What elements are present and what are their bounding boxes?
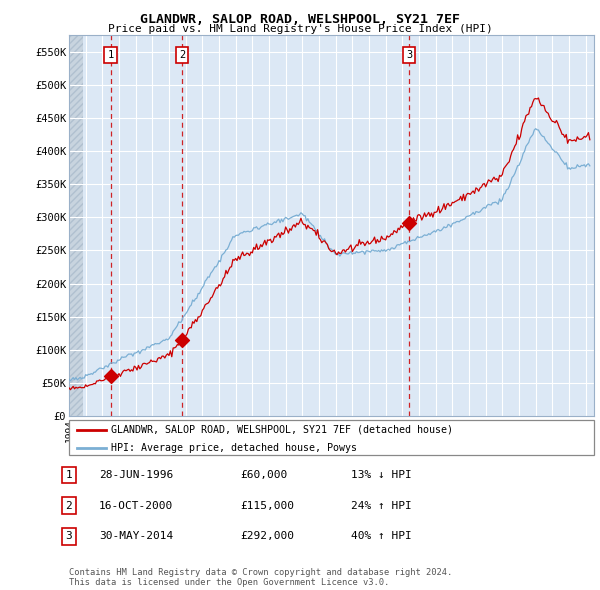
Point (178, 335, 187, 345)
Text: £60,000: £60,000 (240, 470, 287, 480)
Point (404, 218, 414, 227)
Text: 13% ↓ HPI: 13% ↓ HPI (351, 470, 412, 480)
Text: £115,000: £115,000 (240, 501, 294, 510)
Text: 3: 3 (65, 532, 73, 541)
Point (106, 372, 115, 381)
Text: £292,000: £292,000 (240, 532, 294, 541)
FancyBboxPatch shape (69, 420, 594, 455)
Text: HPI: Average price, detached house, Powys: HPI: Average price, detached house, Powy… (111, 442, 357, 453)
Text: 30-MAY-2014: 30-MAY-2014 (99, 532, 173, 541)
Text: GLANDWR, SALOP ROAD, WELSHPOOL, SY21 7EF (detached house): GLANDWR, SALOP ROAD, WELSHPOOL, SY21 7EF… (111, 425, 453, 435)
Text: 2: 2 (179, 50, 185, 60)
Text: Contains HM Land Registry data © Crown copyright and database right 2024.
This d: Contains HM Land Registry data © Crown c… (69, 568, 452, 587)
Text: GLANDWR, SALOP ROAD, WELSHPOOL, SY21 7EF: GLANDWR, SALOP ROAD, WELSHPOOL, SY21 7EF (140, 13, 460, 26)
Text: 1: 1 (107, 50, 113, 60)
Text: 1: 1 (65, 470, 73, 480)
Text: 2: 2 (65, 501, 73, 510)
Text: 28-JUN-1996: 28-JUN-1996 (99, 470, 173, 480)
Text: 24% ↑ HPI: 24% ↑ HPI (351, 501, 412, 510)
Text: Price paid vs. HM Land Registry's House Price Index (HPI): Price paid vs. HM Land Registry's House … (107, 24, 493, 34)
Text: 40% ↑ HPI: 40% ↑ HPI (351, 532, 412, 541)
Text: 3: 3 (406, 50, 412, 60)
Bar (69, 35, 83, 416)
Text: 16-OCT-2000: 16-OCT-2000 (99, 501, 173, 510)
